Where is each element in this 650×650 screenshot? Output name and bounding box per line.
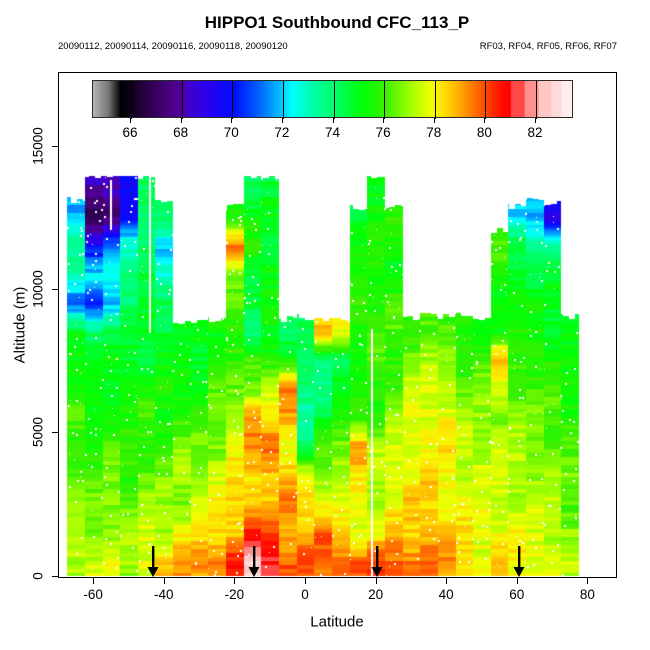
colorbar-tick-label: 74 — [324, 125, 341, 140]
colorbar-divider — [485, 81, 487, 119]
x-tick — [163, 578, 165, 584]
x-tick-label: -20 — [224, 587, 245, 602]
colorbar-tick-label: 68 — [173, 125, 189, 140]
colorbar-divider — [282, 81, 284, 119]
colorbar-tick — [281, 118, 283, 123]
x-tick — [446, 578, 448, 584]
x-tick — [516, 578, 518, 584]
x-tick-label: 60 — [509, 587, 525, 602]
colorbar-tick — [535, 118, 537, 123]
colorbar-tick — [129, 118, 131, 123]
colorbar-tick-label: 76 — [375, 125, 391, 140]
colorbar-tick-label: 66 — [122, 125, 138, 140]
chart-title: HIPPO1 Southbound CFC_113_P — [204, 13, 470, 32]
colorbar-divider — [333, 81, 335, 119]
colorbar-divider — [232, 81, 234, 119]
y-tick-label: 0 — [30, 571, 46, 580]
y-tick — [52, 575, 58, 577]
x-tick-label: 0 — [301, 587, 309, 602]
x-tick — [93, 578, 95, 584]
x-tick — [375, 578, 377, 584]
colorbar-tick-label: 78 — [426, 125, 442, 140]
x-tick-label: 80 — [579, 587, 595, 602]
subtitle-flights: RF03, RF04, RF05, RF06, RF07 — [479, 41, 617, 52]
colorbar-tick — [180, 118, 182, 123]
y-tick — [52, 432, 58, 434]
y-tick-label: 15000 — [30, 126, 46, 165]
colorbar-tick — [433, 118, 435, 123]
x-tick — [587, 578, 589, 584]
x-tick — [305, 578, 306, 584]
x-axis-title: Latitude — [310, 613, 364, 631]
x-tick — [234, 578, 236, 584]
profile-arrow — [513, 546, 525, 577]
y-axis-title: Altitude (m) — [11, 286, 29, 364]
profile-arrow — [248, 546, 260, 577]
colorbar-divider — [130, 81, 132, 119]
x-tick-label: 20 — [368, 587, 384, 602]
profile-arrow — [147, 546, 159, 577]
y-tick-label: 5000 — [30, 417, 46, 448]
colorbar-tick-label: 72 — [274, 125, 290, 140]
down-arrow-icon — [248, 546, 260, 577]
down-arrow-icon — [513, 546, 525, 577]
colorbar-tick — [332, 118, 334, 123]
plot-border — [58, 72, 617, 578]
colorbar-tick — [383, 118, 385, 123]
profile-arrow — [371, 546, 383, 577]
x-tick-label: -60 — [83, 587, 103, 602]
down-arrow-icon — [147, 546, 159, 577]
colorbar-tick-label: 80 — [476, 125, 492, 140]
y-tick — [52, 288, 58, 290]
colorbar — [92, 80, 573, 119]
colorbar-tick-label: 70 — [223, 125, 239, 140]
x-tick-label: -40 — [154, 587, 174, 602]
subtitle-dates: 20090112, 20090114, 20090116, 20090118, … — [58, 41, 288, 52]
y-tick-label: 10000 — [30, 270, 46, 308]
heatmap-canvas — [59, 73, 616, 577]
colorbar-divider — [536, 81, 538, 119]
y-tick — [52, 145, 58, 147]
colorbar-divider — [181, 81, 183, 119]
colorbar-tick — [231, 118, 233, 123]
colorbar-tick-label: 82 — [527, 125, 543, 140]
colorbar-divider — [384, 81, 386, 119]
down-arrow-icon — [371, 546, 383, 577]
x-tick-label: 40 — [438, 587, 454, 602]
colorbar-divider — [434, 81, 436, 119]
colorbar-tick — [484, 118, 486, 123]
